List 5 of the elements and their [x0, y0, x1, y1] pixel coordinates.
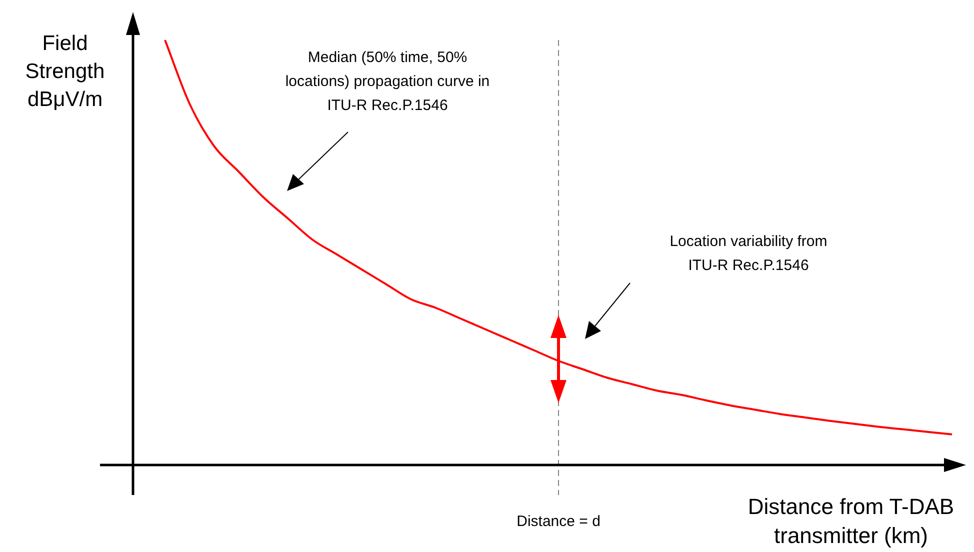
text: Distance = d: [516, 513, 600, 530]
y-axis-title: Field Strength dBμV/m: [24, 31, 106, 113]
x-axis-title: Distance from T-DAB transmitter (km): [746, 493, 956, 550]
annotation: Median (50% time, 50% locations) propagation curve in ITU-R Rec.P.1546: [284, 48, 491, 116]
annotation: Location variability from ITU-R Rec.P.1546: [668, 232, 828, 276]
